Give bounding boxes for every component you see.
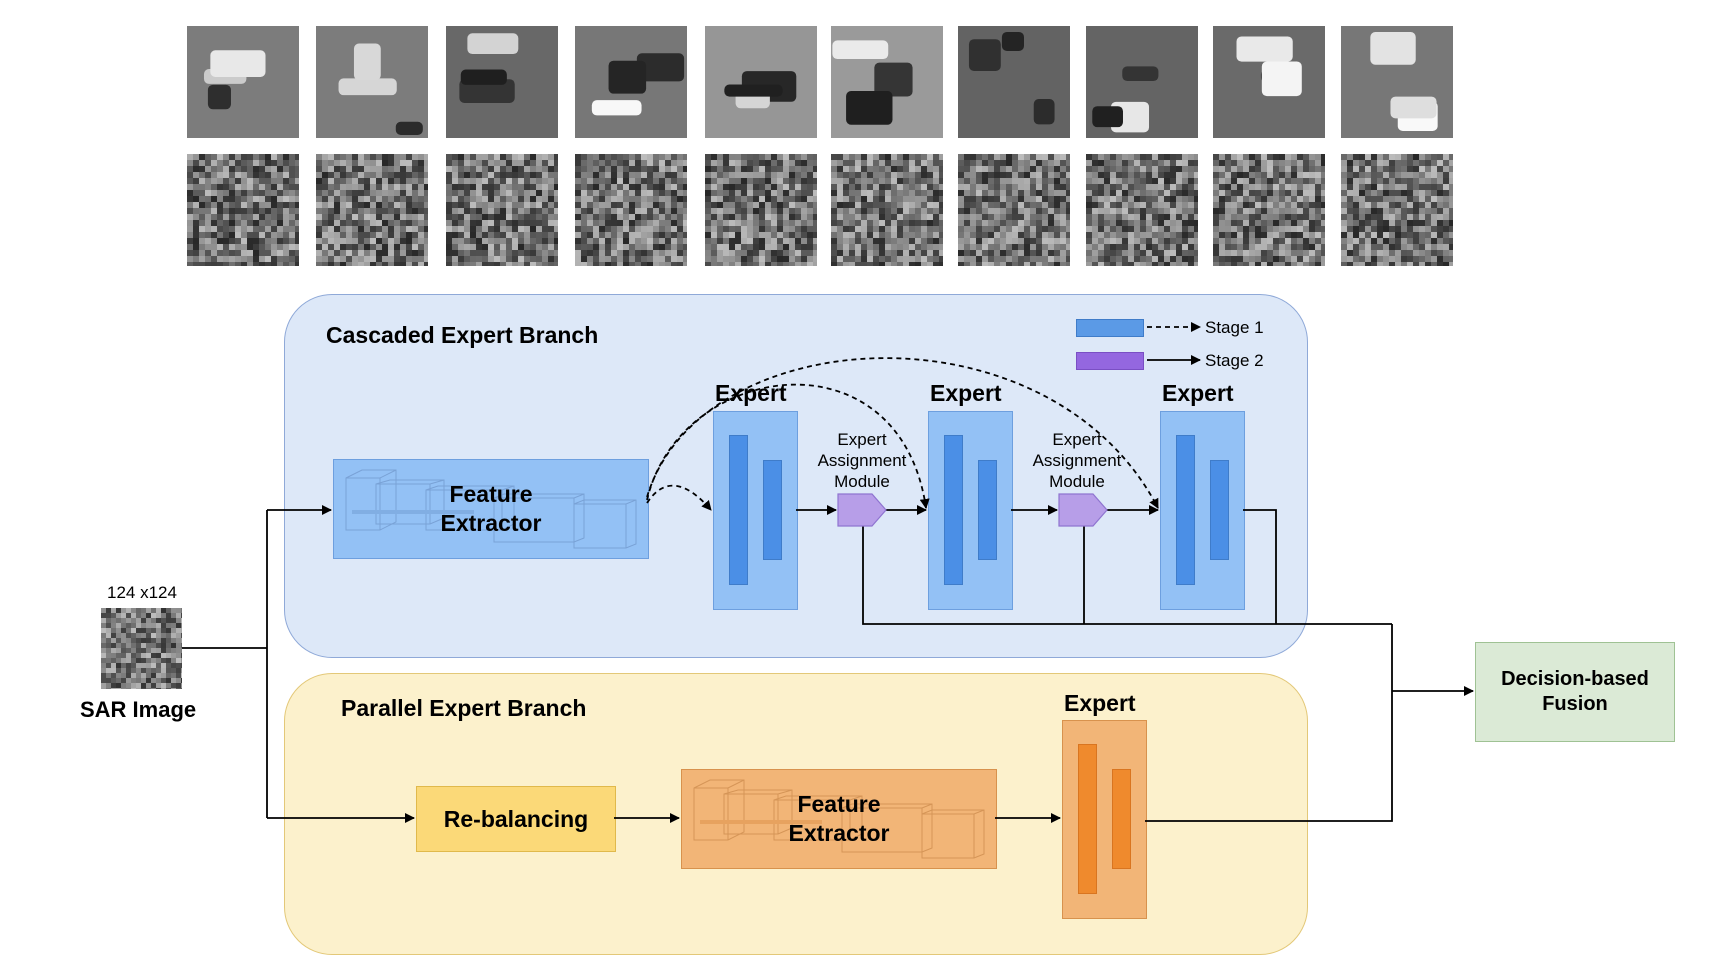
parallel-feature-extractor-label: Feature Extractor — [788, 791, 890, 846]
assignment-module-1-label: Expert Assignment Module — [817, 430, 907, 491]
input-sar-image — [101, 608, 182, 689]
parallel-feature-extractor: Feature Extractor — [681, 769, 997, 869]
sar-sample-9 — [1213, 154, 1325, 266]
expert-1-bar-b — [763, 460, 782, 560]
cnn-layers-icon — [693, 779, 985, 859]
optical-sample-9 — [1213, 26, 1325, 138]
expert-2-title: Expert — [930, 380, 1002, 406]
legend-stage2-swatch — [1076, 352, 1144, 370]
optical-sample-8 — [1086, 26, 1198, 138]
parallel-expert-to-fusion-wire — [1145, 691, 1393, 822]
optical-sample-5 — [705, 26, 817, 138]
cascaded-feature-extractor: Feature Extractor — [333, 459, 649, 559]
optical-sample-10 — [1341, 26, 1453, 138]
parallel-expert-bar-b — [1112, 769, 1131, 869]
rebalancing-box: Re-balancing — [416, 786, 616, 852]
optical-sample-7 — [958, 26, 1070, 138]
legend-stage1-swatch — [1076, 319, 1144, 337]
sar-sample-2 — [316, 154, 428, 266]
decision-fusion-label: Decision-based Fusion — [1501, 668, 1649, 715]
cascaded-branch-title: Cascaded Expert Branch — [326, 322, 599, 348]
cascaded-feature-extractor-label: Feature Extractor — [440, 481, 542, 536]
expert-1 — [713, 411, 798, 610]
expert-2-bar-a — [944, 435, 963, 585]
parallel-branch-title: Parallel Expert Branch — [341, 695, 587, 721]
expert-3-bar-a — [1176, 435, 1195, 585]
optical-sample-6 — [831, 26, 943, 138]
sar-sample-4 — [575, 154, 687, 266]
parallel-expert — [1062, 720, 1147, 919]
optical-sample-1 — [187, 26, 299, 138]
sar-sample-8 — [1086, 154, 1198, 266]
parallel-expert-title: Expert — [1064, 690, 1136, 716]
expert-1-title: Expert — [715, 380, 787, 406]
decision-fusion-box: Decision-based Fusion — [1475, 642, 1675, 742]
sar-sample-10 — [1341, 154, 1453, 266]
sar-sample-7 — [958, 154, 1070, 266]
parallel-expert-bar-a — [1078, 744, 1097, 894]
assignment-module-2-label: Expert Assignment Module — [1032, 430, 1122, 491]
legend-stage2-label: Stage 2 — [1205, 351, 1264, 370]
sar-sample-1 — [187, 154, 299, 266]
cascaded-output-wire — [862, 526, 1392, 625]
expert-3-title: Expert — [1162, 380, 1234, 406]
optical-sample-3 — [446, 26, 558, 138]
cnn-layers-icon — [345, 469, 637, 549]
expert-3-bar-b — [1210, 460, 1229, 560]
sar-sample-5 — [705, 154, 817, 266]
fe-to-expert3-dashed-arrow — [646, 357, 1159, 509]
assignment-module-1-shape — [837, 493, 887, 527]
sar-sample-6 — [831, 154, 943, 266]
input-size-label: 124 x124 — [107, 583, 177, 602]
optical-sample-4 — [575, 26, 687, 138]
input-name-label: SAR Image — [80, 697, 197, 722]
expert3-output-wire — [1243, 509, 1277, 624]
rebalancing-label: Re-balancing — [443, 805, 589, 832]
fe-to-expert1-dashed-arrow — [646, 484, 712, 511]
optical-sample-2 — [316, 26, 428, 138]
expert-1-bar-a — [729, 435, 748, 585]
assignment-module-2-shape — [1058, 493, 1108, 527]
sar-sample-3 — [446, 154, 558, 266]
legend-stage1-label: Stage 1 — [1205, 318, 1264, 337]
expert-2-bar-b — [978, 460, 997, 560]
